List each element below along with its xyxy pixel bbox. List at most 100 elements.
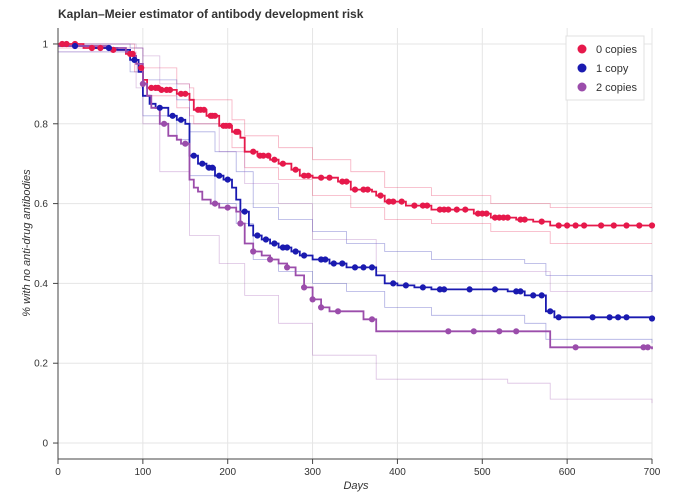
x-tick-label: 100 <box>135 467 152 478</box>
censor-marker <box>241 208 248 215</box>
censor-marker <box>615 314 622 321</box>
censor-marker <box>250 148 257 155</box>
censor-marker <box>265 152 272 159</box>
x-tick-label: 200 <box>219 467 236 478</box>
censor-marker <box>166 86 174 94</box>
censor-marker <box>598 222 605 229</box>
legend-label[interactable]: 1 copy <box>596 63 629 75</box>
censor-marker <box>190 152 197 159</box>
censor-marker <box>234 128 241 135</box>
censor-marker <box>547 308 554 315</box>
censor-marker <box>644 344 651 351</box>
censor-marker <box>318 174 325 181</box>
censor-marker <box>105 44 113 52</box>
legend[interactable]: 0 copies 1 copy 2 copies <box>565 35 645 101</box>
legend-label[interactable]: 0 copies <box>596 44 637 56</box>
censor-marker <box>623 314 630 321</box>
x-axis-ticks: 0 100 200 300 400 500 600 700 <box>55 459 661 478</box>
censor-marker <box>453 206 460 213</box>
censor-marker <box>226 122 233 129</box>
series-line-2 <box>58 45 653 350</box>
censor-marker <box>445 206 452 213</box>
x-tick-label: 600 <box>559 467 576 478</box>
censor-marker <box>334 308 342 315</box>
legend-swatch[interactable] <box>577 63 587 73</box>
censor-marker <box>271 240 278 247</box>
censor-marker <box>88 44 96 52</box>
censor-marker <box>292 166 299 173</box>
censor-marker <box>211 112 219 119</box>
censor-marker <box>351 264 359 271</box>
censor-marker <box>470 328 477 335</box>
x-tick-label: 300 <box>304 467 321 478</box>
x-tick-label: 400 <box>389 467 406 478</box>
censor-marker <box>262 236 269 243</box>
censor-marker <box>648 315 656 322</box>
censor-marker <box>301 284 308 291</box>
censor-marker <box>610 222 617 229</box>
censor-marker <box>224 204 231 211</box>
censor-marker <box>305 172 312 179</box>
censor-marker <box>326 174 333 181</box>
censor-marker <box>260 152 267 159</box>
censor-marker <box>182 140 189 147</box>
censor-marker <box>636 222 643 229</box>
axes <box>57 28 652 460</box>
censor-marker <box>572 344 579 351</box>
censor-marker <box>209 164 216 171</box>
censor-marker <box>343 178 350 185</box>
ci-lower-line <box>58 51 653 404</box>
censor-marker <box>555 222 562 229</box>
y-tick-label: 0.8 <box>34 119 48 130</box>
censor-marker <box>589 314 596 321</box>
ci-upper-line <box>58 43 653 292</box>
censor-marker <box>158 86 165 94</box>
censor-marker <box>161 120 168 127</box>
legend-swatch[interactable] <box>577 82 587 92</box>
censor-marker <box>364 186 371 193</box>
censor-marker <box>606 314 613 321</box>
censor-marker <box>390 280 397 287</box>
censor-marker <box>200 106 208 113</box>
censor-marker <box>63 40 70 48</box>
censor-marker <box>360 264 367 271</box>
censor-marker <box>71 42 79 50</box>
censor-marker <box>211 200 219 207</box>
censor-marker <box>284 264 291 271</box>
y-tick-label: 0.6 <box>34 199 48 210</box>
censor-marker <box>224 176 231 183</box>
censor-marker <box>279 160 286 167</box>
censor-marker <box>292 248 299 255</box>
censor-marker <box>491 286 499 293</box>
censor-marker <box>177 116 185 123</box>
censor-marker <box>517 288 524 295</box>
y-tick-label: 0.4 <box>34 279 48 290</box>
censor-marker <box>318 304 325 311</box>
censor-marker <box>169 112 176 119</box>
censor-marker <box>513 328 520 335</box>
censor-marker <box>496 328 503 335</box>
censor-marker <box>271 156 278 163</box>
censor-marker <box>504 214 511 221</box>
censor-marker <box>572 222 579 229</box>
y-tick-label: 0 <box>42 439 48 450</box>
ci-upper-line <box>58 43 652 208</box>
censor-marker <box>351 186 359 193</box>
censor-marker <box>483 210 490 217</box>
legend-swatch[interactable] <box>577 44 587 54</box>
series-line-1 <box>58 45 653 319</box>
censor-marker <box>97 44 104 52</box>
ci-lower-line <box>58 47 652 244</box>
censor-marker <box>538 292 545 299</box>
censor-markers <box>59 40 656 351</box>
censor-marker <box>424 202 431 209</box>
censor-marker <box>131 56 138 64</box>
censor-marker <box>139 80 146 88</box>
censor-marker <box>377 192 384 199</box>
censor-marker <box>138 64 145 72</box>
legend-label[interactable]: 2 copies <box>596 82 637 94</box>
chart-title: Kaplan–Meier estimator of antibody devel… <box>58 7 364 21</box>
censor-marker <box>623 222 630 229</box>
censor-marker <box>402 282 409 289</box>
